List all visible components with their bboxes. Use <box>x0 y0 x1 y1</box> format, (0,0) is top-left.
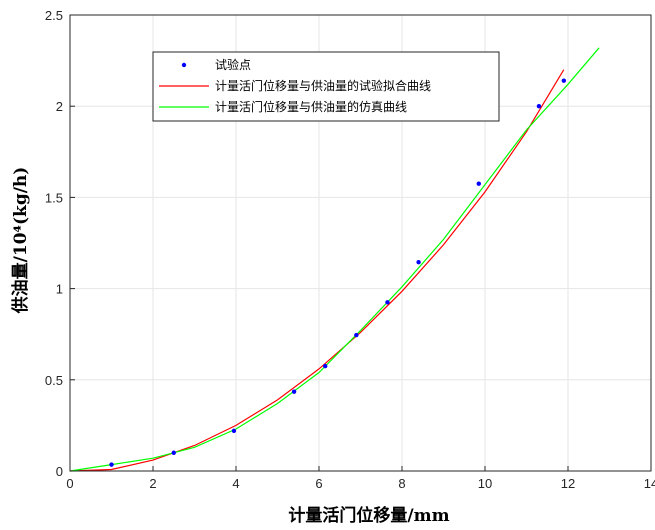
x-tick-label: 4 <box>232 476 239 491</box>
data-point <box>171 450 176 455</box>
y-tick-label: 2.5 <box>45 8 63 23</box>
series-line <box>69 47 600 472</box>
series-layer <box>69 47 600 472</box>
data-point <box>323 363 328 369</box>
x-tick-label: 2 <box>149 476 156 491</box>
data-point <box>354 332 359 338</box>
data-point <box>476 181 481 186</box>
data-point <box>385 300 390 305</box>
data-point <box>561 78 567 83</box>
x-tick-label: 14 <box>644 476 655 491</box>
legend-marker <box>181 62 187 68</box>
legend-label: 计量活门位移量与供油量的试验拟合曲线 <box>215 78 431 93</box>
x-tick-label: 8 <box>398 476 405 491</box>
x-axis-title: 计量活门位移量/mm <box>288 505 449 526</box>
tick-layer: 0 2 4 6 8 10 12 14 0 0.5 1 1.5 2 2.5 <box>45 8 655 491</box>
data-point <box>291 389 297 394</box>
y-tick-label: 1.5 <box>45 190 63 205</box>
x-tick-label: 10 <box>478 476 492 491</box>
series-line <box>69 69 565 472</box>
x-tick-label: 6 <box>315 476 322 491</box>
y-tick-label: 0.5 <box>45 373 63 388</box>
data-point <box>231 428 237 434</box>
legend-label: 计量活门位移量与供油量的仿真曲线 <box>215 99 407 114</box>
legend-label: 试验点 <box>215 57 251 72</box>
plot-frame <box>69 14 652 472</box>
x-tick-label: 12 <box>561 476 575 491</box>
y-tick-label: 1 <box>56 282 63 297</box>
data-point <box>416 259 421 265</box>
y-tick-label: 0 <box>56 464 63 479</box>
x-tick-label: 0 <box>66 476 73 491</box>
y-tick-label: 2 <box>56 99 63 114</box>
data-point <box>109 462 114 467</box>
y-axis-title: 供油量/10⁴(kg/h) <box>10 167 31 315</box>
data-point <box>536 104 542 109</box>
legend-box <box>152 51 500 122</box>
